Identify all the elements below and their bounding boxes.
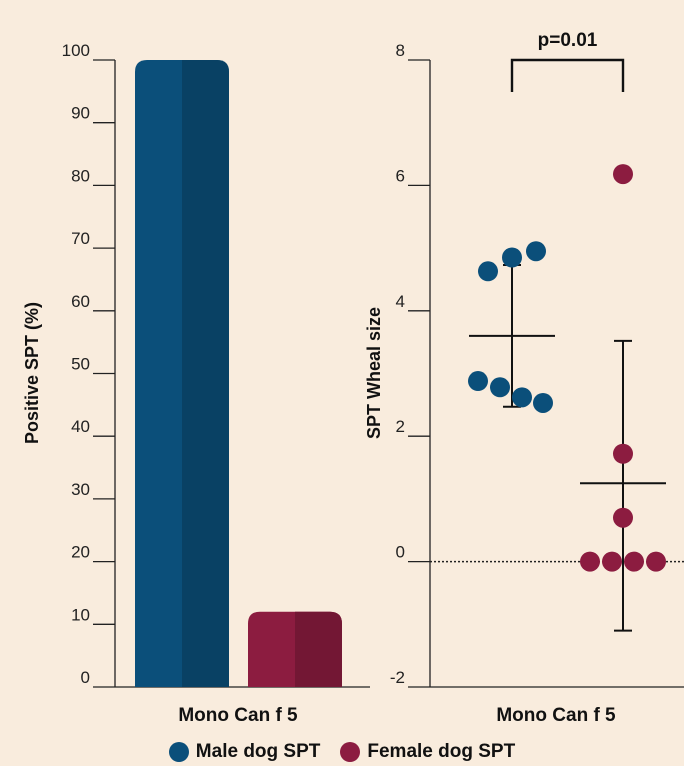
male-data-point <box>533 392 553 413</box>
y-tick-label: 60 <box>71 292 90 311</box>
female-data-point <box>613 443 633 464</box>
y-tick-label: 20 <box>71 543 90 562</box>
male-data-point <box>468 371 488 392</box>
legend-label-male: Male dog SPT <box>195 741 321 762</box>
female-bar-shade <box>295 611 342 687</box>
y-tick-label: 100 <box>62 41 90 60</box>
x-category-label: Mono Can f 5 <box>178 705 298 726</box>
female-data-point <box>602 551 622 572</box>
female-data-point <box>613 507 633 528</box>
female-legend-dot-icon <box>340 742 361 762</box>
female-data-point <box>613 164 633 185</box>
legend-item-female: Female dog SPT <box>340 741 515 763</box>
y-tick-label: 10 <box>71 605 90 624</box>
y-tick-label: 4 <box>396 292 405 311</box>
y-tick-label: 40 <box>71 417 90 436</box>
y-tick-label: 70 <box>71 229 90 248</box>
male-data-point <box>478 261 498 282</box>
male-data-point <box>526 241 546 262</box>
legend: Male dog SPT Female dog SPT <box>0 738 684 766</box>
y-tick-label: 30 <box>71 480 90 499</box>
y-tick-label: 80 <box>71 166 90 185</box>
scatter-chart: -2 0 2 4 6 8 p=0.01 Mono Can f 5 SPT Wheal size <box>364 30 684 726</box>
y-tick-label: 90 <box>71 104 90 123</box>
y-tick-label: 0 <box>396 543 405 562</box>
significance-bracket <box>510 58 625 92</box>
y-tick-label: 2 <box>396 417 405 436</box>
male-bar-shade <box>182 60 229 687</box>
y-axis-title: Positive SPT (%) <box>22 302 42 444</box>
female-data-point <box>624 551 644 572</box>
y-tick-label: -2 <box>390 668 405 687</box>
y-tick-label: 0 <box>81 668 90 687</box>
y-tick-label: 50 <box>71 355 90 374</box>
p-value-label: p=0.01 <box>538 30 598 51</box>
female-data-point <box>646 551 666 572</box>
male-data-point <box>502 247 522 268</box>
y-axis-title: SPT Wheal size <box>364 307 384 439</box>
male-data-point <box>512 387 532 408</box>
male-data-point <box>490 377 510 398</box>
bar-chart: 0 10 20 30 40 50 60 70 80 90 100 Mono Can f 5 Positi… <box>22 41 370 726</box>
male-legend-dot-icon <box>168 742 189 762</box>
female-data-point <box>580 551 600 572</box>
y-tick-label: 8 <box>396 41 405 60</box>
legend-label-female: Female dog SPT <box>367 741 516 762</box>
y-tick-label: 6 <box>396 166 405 185</box>
x-category-label: Mono Can f 5 <box>496 705 616 726</box>
legend-item-male: Male dog SPT <box>168 741 321 763</box>
